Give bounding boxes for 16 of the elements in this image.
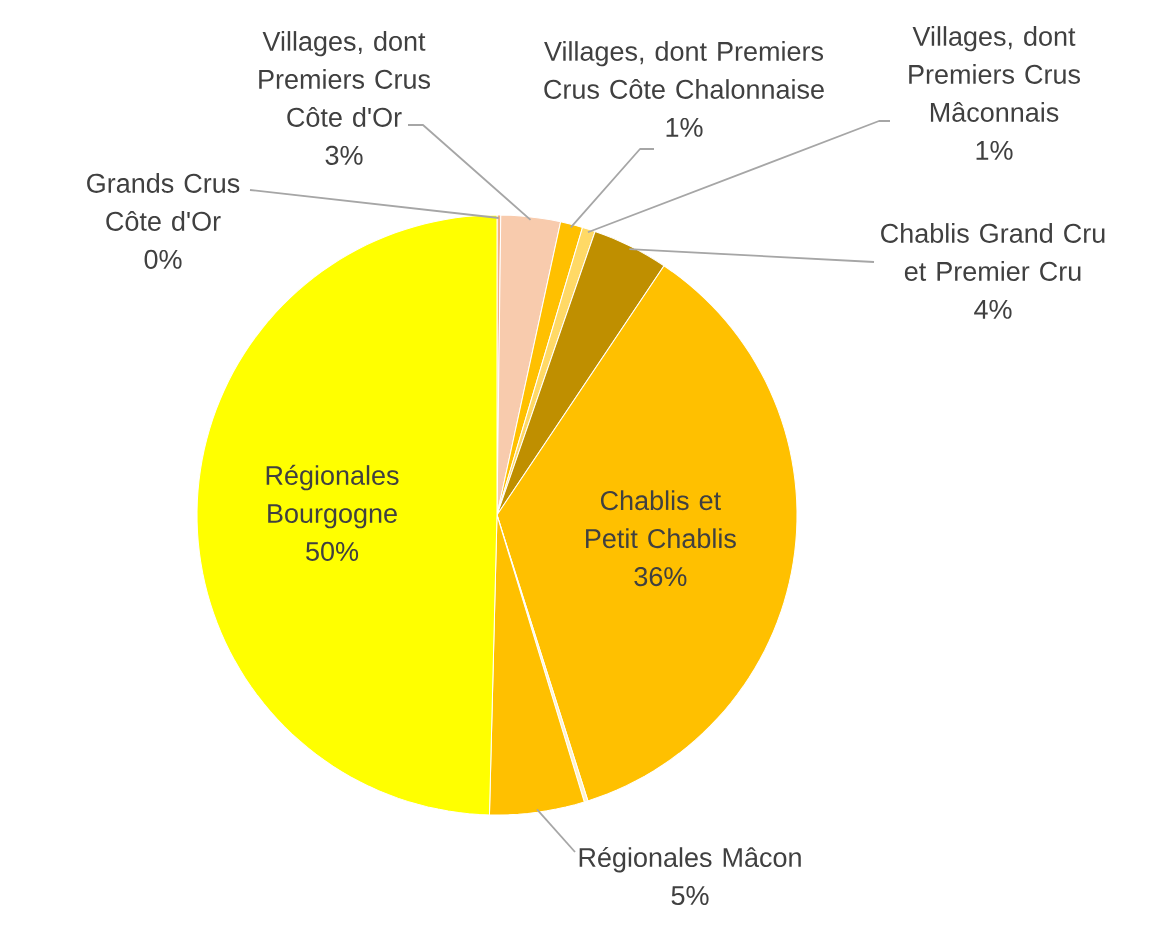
slice-label: Grands Crus Côte d'Or [87,173,240,231]
data-label: 3% [325,145,363,165]
slice-label: Chablis Grand Cru et Premier Cru [881,223,1105,281]
slice-label: Villages, dont Premiers Crus Côte d'Or [259,31,430,127]
data-label: 1% [666,117,703,137]
data-label: 0% [144,249,182,269]
data-label: 5% [671,886,709,906]
slice-label: Régionales Mâcon [579,846,801,873]
data-label: 4% [974,299,1012,319]
slice-label: Villages, dont Premiers Crus Mâconnais [909,26,1080,122]
data-label: 50% [306,541,359,561]
slice-label: Villages, dont Premiers Crus Côte Chalonnaise [544,41,824,99]
slice-label: Régionales Bourgogne [266,464,399,529]
data-label: 36% [634,567,687,587]
data-label: 1% [976,140,1013,160]
slice-label: Chablis et Petit Chablis [586,490,736,549]
